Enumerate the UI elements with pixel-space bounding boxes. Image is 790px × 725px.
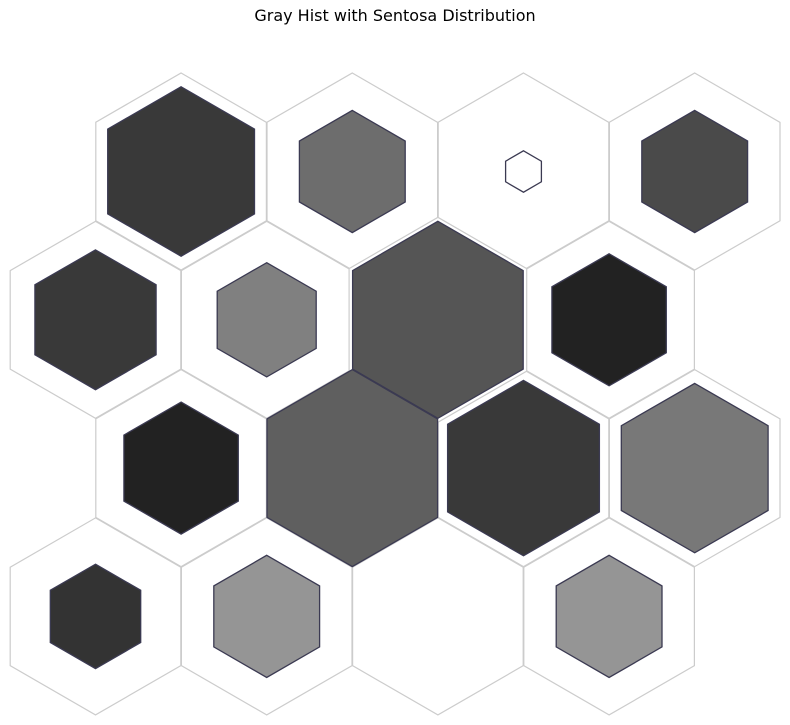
hex-bin-mark [641, 109, 749, 234]
hex-bin-mark [298, 109, 406, 234]
hex-bin-mark [123, 401, 239, 535]
hex-cell-fills [34, 86, 769, 679]
hex-bin-mark [213, 554, 321, 679]
hex-bin-mark [351, 220, 524, 420]
hex-cell-outline [523, 517, 696, 716]
hex-bin-mark [49, 563, 142, 670]
hex-bin-mark [504, 150, 543, 193]
hex-cell-outline [608, 368, 781, 568]
hex-bin-mark [551, 253, 667, 387]
hex-bin-mark [107, 86, 256, 257]
hex-bin-mark [446, 379, 601, 557]
hex-bin-mark [555, 554, 663, 679]
chart-title: Gray Hist with Sentosa Distribution [254, 6, 536, 25]
hex-cell-outline [608, 72, 781, 271]
hex-bin-mark [216, 261, 317, 378]
hex-bin-mark [34, 249, 157, 391]
hex-bin-mark [266, 368, 439, 568]
hex-bin-mark [620, 382, 769, 554]
